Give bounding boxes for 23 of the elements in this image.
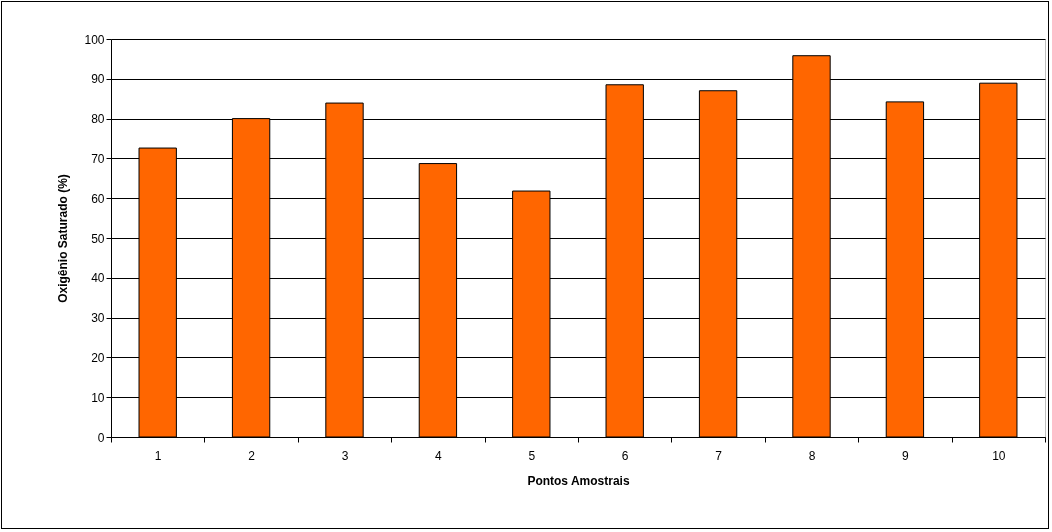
x-tick-label: 8 (808, 448, 816, 463)
x-tick-label: 6 (621, 448, 629, 463)
y-tick-label: 70 (91, 151, 105, 166)
y-tick-label: 60 (91, 191, 105, 206)
y-tick-label: 40 (91, 271, 105, 286)
y-tick-label: 10 (91, 390, 105, 405)
x-tick-label: 3 (341, 448, 349, 463)
x-tick-label: 9 (902, 448, 910, 463)
x-tick-label: 10 (992, 448, 1006, 463)
y-tick-label: 20 (91, 350, 105, 365)
x-tick-label: 1 (154, 448, 162, 463)
y-tick-label: 100 (84, 32, 105, 47)
x-tick-label: 5 (528, 448, 536, 463)
x-tick-label: 2 (248, 448, 256, 463)
y-tick-label: 30 (91, 311, 105, 326)
x-tick-label: 7 (715, 448, 723, 463)
y-tick-label: 80 (91, 112, 105, 127)
x-tick-label: 4 (435, 448, 443, 463)
y-tick-label: 90 (91, 72, 105, 87)
y-tick-label: 0 (97, 430, 105, 445)
y-axis-title: Oxigênio Saturado (%) (56, 174, 71, 303)
x-axis-title: Pontos Amostrais (527, 473, 630, 488)
y-tick-label: 50 (91, 231, 105, 246)
